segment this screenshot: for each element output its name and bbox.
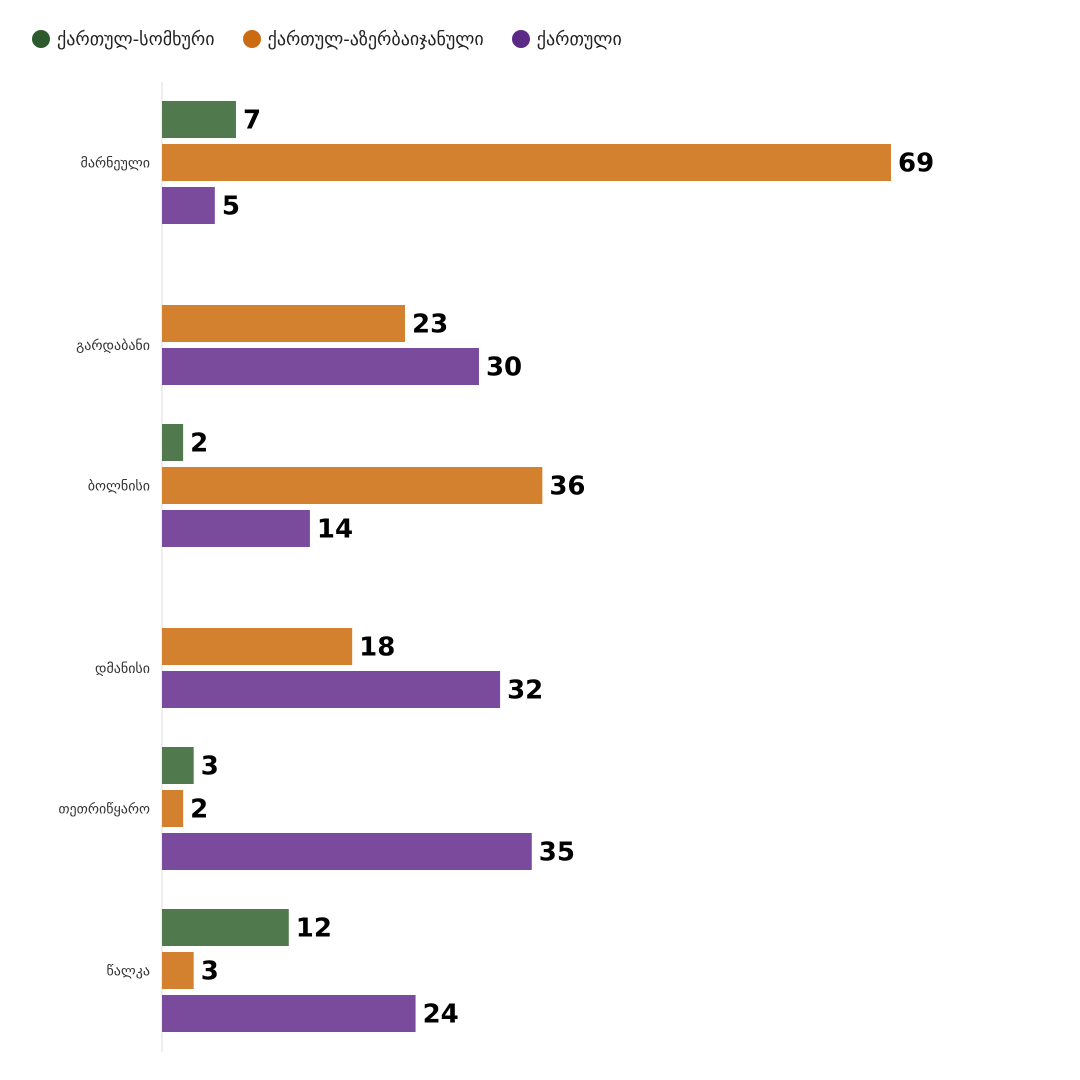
bar-0-0[interactable] — [162, 101, 236, 138]
bar-2-0[interactable] — [162, 424, 184, 461]
bar-0-2[interactable] — [162, 187, 215, 224]
legend-dot-icon — [32, 30, 50, 48]
category-label: გარდაბანი — [76, 337, 150, 354]
value-label: 5 — [222, 192, 240, 222]
value-label: 30 — [486, 353, 522, 383]
value-label: 35 — [539, 838, 575, 868]
bar-group — [162, 101, 891, 1032]
value-label: 32 — [507, 676, 543, 706]
legend-item-georgian[interactable]: ქართული — [511, 28, 622, 50]
bar-4-0[interactable] — [162, 747, 194, 784]
label-group: 7695მარნეული2330გარდაბანი23614ბოლნისი183… — [58, 106, 934, 1030]
legend-label: ქართულ-აზერბაიჯანული — [267, 28, 484, 50]
bar-5-1[interactable] — [162, 952, 194, 989]
legend-item-georgian-azerbaijani[interactable]: ქართულ-აზერბაიჯანული — [242, 28, 484, 50]
bar-3-1[interactable] — [162, 628, 353, 665]
category-label: მარნეული — [81, 155, 150, 172]
legend-label: ქართულ-სომხური — [57, 28, 215, 50]
bar-4-1[interactable] — [162, 790, 184, 827]
legend-label: ქართული — [536, 28, 622, 50]
value-label: 18 — [359, 633, 395, 663]
category-label: წალკა — [106, 964, 150, 980]
category-label: დმანისი — [95, 661, 150, 677]
value-label: 3 — [201, 957, 219, 987]
legend-dot-icon — [511, 30, 530, 48]
value-label: 24 — [423, 1000, 459, 1030]
bar-2-2[interactable] — [162, 510, 310, 547]
value-label: 3 — [201, 752, 219, 782]
value-label: 7 — [243, 106, 261, 136]
bar-0-1[interactable] — [162, 144, 891, 181]
value-label: 36 — [549, 472, 585, 502]
value-label: 14 — [317, 515, 353, 545]
value-label: 2 — [190, 795, 208, 825]
legend-dot-icon — [242, 30, 261, 48]
bar-3-2[interactable] — [162, 671, 501, 708]
value-label: 69 — [898, 149, 934, 179]
category-label: ბოლნისი — [88, 479, 150, 495]
bar-1-1[interactable] — [162, 305, 405, 342]
bar-2-1[interactable] — [162, 467, 543, 504]
value-label: 23 — [412, 310, 448, 340]
legend: ქართულ-სომხური ქართულ-აზერბაიჯანული ქართ… — [32, 26, 650, 52]
bar-5-0[interactable] — [162, 909, 289, 946]
legend-item-georgian-armenian[interactable]: ქართულ-სომხური — [32, 29, 215, 50]
bar-5-2[interactable] — [162, 995, 416, 1032]
bar-1-2[interactable] — [162, 348, 479, 385]
value-label: 2 — [190, 429, 208, 459]
bar-4-2[interactable] — [162, 833, 532, 870]
category-label: თეთრიწყარო — [58, 801, 150, 818]
value-label: 12 — [296, 914, 332, 944]
